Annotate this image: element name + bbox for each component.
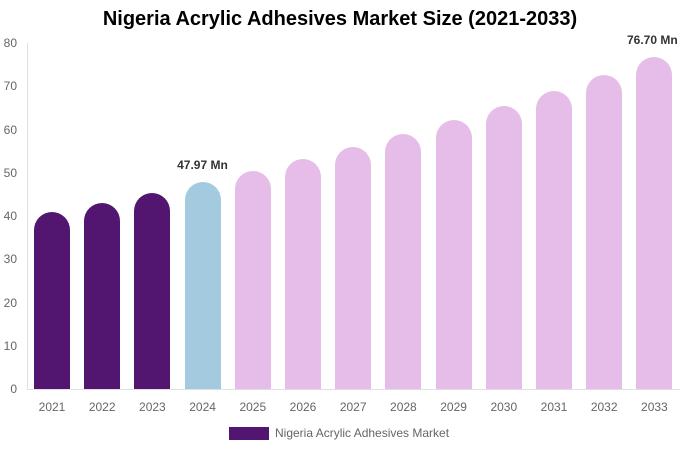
bar-2022[interactable]: [84, 202, 121, 389]
y-tick-label: 0: [10, 382, 17, 396]
y-tick-label: 10: [3, 338, 17, 353]
x-tick-label: 2022: [88, 400, 116, 414]
bar-2024[interactable]: [184, 181, 221, 389]
y-axis-line: [27, 43, 28, 389]
bar-2031[interactable]: [536, 91, 572, 389]
y-tick-label: 30: [3, 252, 17, 267]
y-tick-label: 40: [3, 209, 17, 223]
x-tick-label: 2029: [440, 400, 467, 414]
bar-2025[interactable]: [234, 171, 271, 389]
x-tick-label: 2032: [590, 400, 618, 414]
chart-title: Nigeria Acrylic Adhesives Market Size (2…: [102, 8, 578, 30]
bar-2033[interactable]: [636, 57, 673, 389]
y-tick-label: 20: [3, 295, 17, 310]
y-tick-label: 80: [3, 36, 17, 50]
x-tick-label: 2030: [490, 400, 518, 414]
x-tick-label: 2024: [189, 400, 216, 414]
x-tick-label: 2021: [38, 400, 66, 414]
bar-2030[interactable]: [485, 106, 522, 389]
data-label: 76.70 Mn: [627, 33, 678, 48]
legend: Nigeria Acrylic Adhesives Market: [229, 426, 449, 440]
bar-2023[interactable]: [134, 192, 171, 389]
bar-2027[interactable]: [335, 146, 372, 389]
x-tick-label: 2025: [239, 400, 267, 414]
x-tick-label: 2027: [339, 400, 367, 414]
legend-swatch: [229, 426, 269, 440]
x-tick-label: 2028: [390, 400, 417, 414]
x-tick-label: 2031: [540, 400, 568, 414]
legend-label: Nigeria Acrylic Adhesives Market: [275, 426, 450, 440]
y-tick-label: 70: [3, 79, 17, 94]
bar-2021[interactable]: [34, 211, 70, 389]
bar-2029[interactable]: [435, 119, 472, 389]
bar-2026[interactable]: [285, 159, 321, 389]
x-tick-label: 2026: [289, 400, 317, 414]
y-tick-label: 50: [3, 165, 17, 180]
y-tick-label: 60: [3, 122, 17, 137]
x-tick-label: 2033: [641, 400, 668, 414]
bar-2032[interactable]: [586, 75, 623, 389]
x-axis-line: [27, 389, 680, 390]
bar-2028[interactable]: [385, 133, 422, 389]
x-tick-label: 2023: [139, 400, 166, 414]
data-label: 47.97 Mn: [177, 157, 228, 172]
